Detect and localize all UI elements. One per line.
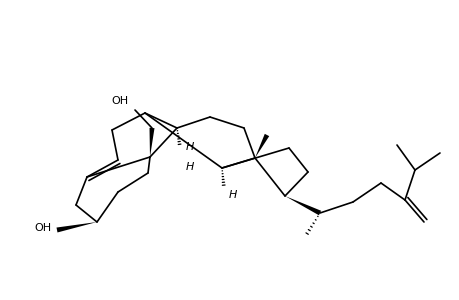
Text: OH: OH xyxy=(111,96,128,106)
Text: OH: OH xyxy=(35,223,52,233)
Polygon shape xyxy=(149,128,154,157)
Polygon shape xyxy=(254,134,269,158)
Polygon shape xyxy=(56,222,97,232)
Text: H: H xyxy=(185,142,194,152)
Text: H: H xyxy=(229,190,237,200)
Polygon shape xyxy=(285,196,320,215)
Text: H: H xyxy=(185,162,194,172)
